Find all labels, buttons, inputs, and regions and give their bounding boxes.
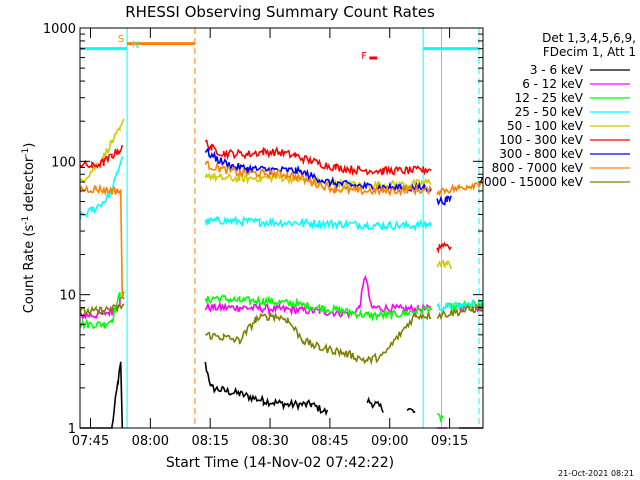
legend-entry-label: 3 - 6 keV (530, 63, 584, 77)
series-line (366, 396, 384, 413)
legend-entry-label: 25 - 50 keV (515, 105, 584, 119)
legend-entry-label: 100 - 300 keV (499, 133, 583, 147)
flag-f: F (361, 51, 367, 62)
legend-entry-label: 6 - 12 keV (522, 77, 584, 91)
series-line (204, 215, 432, 232)
series-line (204, 160, 432, 197)
y-tick-label: 100 (51, 155, 76, 170)
series-line (79, 291, 125, 330)
series-line (436, 241, 452, 255)
x-tick-label: 08:45 (311, 434, 348, 449)
series-line (79, 303, 125, 316)
series-line (436, 259, 452, 270)
series-line (436, 181, 484, 197)
series-line (80, 361, 124, 429)
series-line (204, 147, 432, 195)
series-line (406, 407, 416, 414)
chart-title: RHESSI Observing Summary Count Rates (125, 3, 435, 21)
legend-header-line-2: FDecim 1, Att 1 (543, 45, 636, 59)
flag-s: S (118, 34, 124, 45)
legend-entry-label: 800 - 7000 keV (492, 161, 584, 175)
y-tick-label: 1000 (43, 22, 76, 37)
y-axis-label-part-1: Count Rate (s (22, 225, 37, 314)
series-line (79, 118, 125, 184)
axes: 07:45 08:00 08:15 08:30 08:45 09:00 09:15 1 10 10… (43, 22, 483, 449)
x-tick-label: 08:15 (191, 434, 228, 449)
x-tick-label: 08:00 (132, 434, 169, 449)
series-line (204, 294, 432, 322)
flag-n: N (132, 40, 139, 51)
y-axis-label: Count Rate (s-1 detector-1) (21, 143, 37, 314)
x-tick-label: 09:00 (371, 434, 408, 449)
series-line (436, 301, 484, 321)
series-line (436, 412, 444, 424)
legend-header-line-1: Det 1,3,4,5,6,9, (542, 31, 636, 45)
y-axis-label-part-3: ) (22, 143, 37, 148)
y-tick-label: 1 (68, 422, 76, 437)
series-line (204, 361, 329, 417)
plot-content: SN F (79, 28, 484, 429)
x-tick-label: 09:15 (431, 434, 468, 449)
legend-entry-label: 12 - 25 keV (515, 91, 584, 105)
series-line (79, 183, 124, 299)
series-line (204, 139, 432, 177)
series-line (79, 156, 124, 221)
legend: Det 1,3,4,5,6,9, FDecim 1, Att 1 3 - 6 k… (476, 31, 636, 189)
series-line (436, 298, 484, 313)
y-axis-label-group: Count Rate (s-1 detector-1) (21, 143, 37, 314)
y-axis-label-part-2: detector (22, 156, 37, 216)
footer-timestamp: 21-Oct-2021 08:21 (558, 469, 634, 478)
y-tick-label: 10 (59, 289, 76, 304)
x-tick-label: 08:30 (251, 434, 288, 449)
x-tick-label: 07:45 (72, 434, 109, 449)
legend-entry-label: 300 - 800 keV (499, 147, 583, 161)
x-axis-label: Start Time (14-Nov-02 07:42:22) (166, 455, 394, 471)
series-line (436, 195, 452, 206)
plot-frame (79, 27, 484, 429)
legend-entry-label: 50 - 100 keV (507, 119, 584, 133)
y-axis-label-exp-1: -1 (21, 216, 31, 225)
y-axis-label-exp-2: -1 (21, 148, 31, 157)
series-line (79, 144, 124, 169)
series-line (204, 311, 432, 366)
legend-entry-label: 7000 - 15000 keV (476, 175, 583, 189)
